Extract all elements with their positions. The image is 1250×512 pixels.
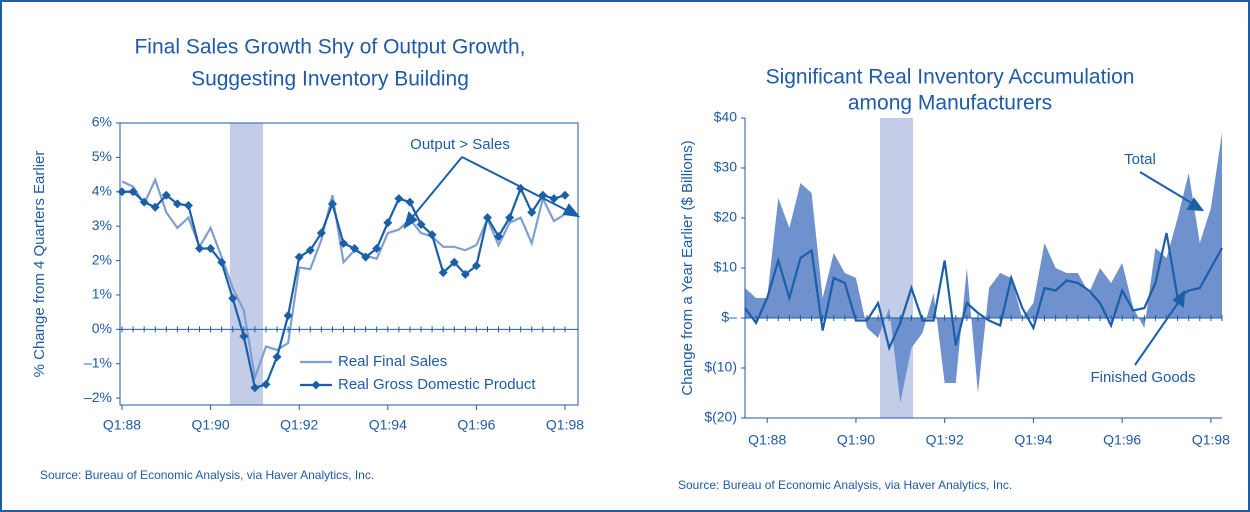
- y-axis-label: Change from a Year Earlier ($ Billions): [679, 140, 696, 395]
- y-tick-label: 6%: [92, 114, 112, 130]
- x-tick-label: Q1:88: [748, 432, 786, 448]
- arrowhead: [403, 211, 418, 230]
- x-tick-label: Q1:90: [192, 417, 230, 433]
- chart-title: among Manufacturers: [848, 92, 1052, 115]
- arrowhead: [1186, 197, 1205, 212]
- diamond-marker: [383, 218, 393, 228]
- x-tick-label: Q1:96: [1103, 432, 1141, 448]
- y-tick-label: $40: [714, 109, 738, 125]
- arrow: [461, 156, 573, 214]
- chart-title: Final Sales Growth Shy of Output Growth,: [134, 36, 525, 59]
- x-tick-label: Q1:90: [837, 432, 875, 448]
- diamond-marker: [350, 244, 360, 254]
- line: [744, 232, 1223, 352]
- x-tick-label: Q1:92: [280, 417, 318, 433]
- diamond-marker: [239, 331, 249, 341]
- diamond-marker: [294, 252, 304, 262]
- y-tick-label: 2%: [92, 251, 112, 267]
- diamond-marker: [494, 231, 504, 241]
- y-tick-label: $10: [714, 259, 738, 275]
- diamond-marker: [139, 197, 149, 207]
- diamond-marker: [339, 238, 348, 248]
- arrow: [409, 156, 463, 221]
- y-tick-label: $–: [721, 309, 737, 325]
- source-note: Source: Bureau of Economic Analysis, via…: [678, 478, 1012, 492]
- plot-frame: [119, 122, 579, 406]
- diamond-marker: [394, 194, 404, 204]
- diamond-marker: [438, 268, 448, 278]
- diamond-marker: [416, 219, 426, 229]
- diamond-marker: [405, 197, 415, 207]
- y-tick-label: $20: [714, 209, 738, 225]
- arrow: [1139, 171, 1196, 206]
- diamond-marker: [228, 293, 238, 303]
- diamond-marker: [549, 194, 559, 204]
- arrowhead: [562, 203, 581, 218]
- annotation-arrows: [403, 156, 1205, 366]
- legend-label: Real Gross Domestic Product: [338, 376, 536, 393]
- x-tick-label: Q1:94: [1014, 432, 1052, 448]
- diamond-marker: [560, 190, 570, 200]
- diamond-marker: [527, 207, 537, 217]
- y-tick-label: 5%: [92, 148, 112, 164]
- diamond-marker: [482, 213, 492, 223]
- arrow: [1134, 299, 1181, 366]
- x-tick-label: Q1:98: [546, 417, 584, 433]
- series-label: Finished Goods: [1090, 369, 1195, 386]
- diamond-marker: [372, 244, 382, 254]
- marks: [117, 133, 1223, 403]
- y-tick-label: 4%: [92, 182, 112, 198]
- diamond-marker: [217, 257, 227, 267]
- y-tick-label: $30: [714, 159, 738, 175]
- y-tick-label: $(20): [704, 409, 737, 425]
- diamond-marker: [449, 257, 459, 267]
- diamond-marker: [283, 311, 293, 321]
- diamond-marker: [327, 199, 337, 209]
- recession-shade: [230, 123, 263, 405]
- x-tick-label: Q1:96: [457, 417, 495, 433]
- diamond-marker: [427, 230, 437, 240]
- x-tick-label: Q1:92: [926, 432, 964, 448]
- y-tick-label: 3%: [92, 217, 112, 233]
- diamond-marker: [471, 261, 481, 271]
- diamond-marker: [316, 228, 326, 238]
- legend-label: Real Final Sales: [338, 353, 447, 370]
- series-label: Total: [1124, 151, 1156, 168]
- x-tick-label: Q1:98: [1192, 432, 1230, 448]
- diamond-marker: [460, 269, 470, 279]
- diamond-marker: [128, 187, 138, 197]
- area: [745, 133, 1222, 403]
- diamond-marker: [150, 202, 160, 212]
- chart-title: Significant Real Inventory Accumulation: [766, 66, 1135, 89]
- arrowhead: [1172, 289, 1186, 308]
- diamond-marker: [305, 245, 315, 255]
- y-tick-label: $(10): [704, 359, 737, 375]
- y-tick-label: 0%: [92, 320, 112, 336]
- diamond-marker: [272, 352, 282, 362]
- annotation: Output > Sales: [410, 136, 510, 153]
- y-tick-label: 1%: [92, 286, 112, 302]
- y-axis-label: % Change from 4 Quarters Earlier: [31, 151, 48, 378]
- chart-title: Suggesting Inventory Building: [191, 68, 469, 91]
- diamond-marker: [161, 190, 171, 200]
- diamond-marker: [261, 379, 271, 389]
- recession-shade: [880, 118, 913, 418]
- diamond-marker: [505, 213, 515, 223]
- y-tick-label: –2%: [84, 389, 112, 405]
- x-tick-label: Q1:94: [369, 417, 407, 433]
- diamond-marker: [183, 201, 193, 211]
- legend-marker: [311, 380, 321, 390]
- y-tick-label: –1%: [84, 354, 112, 370]
- x-tick-label: Q1:88: [103, 417, 141, 433]
- diamond-marker: [250, 383, 260, 393]
- diamond-marker: [172, 199, 182, 209]
- diamond-marker: [361, 252, 371, 262]
- source-note: Source: Bureau of Economic Analysis, via…: [40, 468, 374, 482]
- diamond-marker: [206, 244, 216, 254]
- diamond-marker: [195, 244, 205, 254]
